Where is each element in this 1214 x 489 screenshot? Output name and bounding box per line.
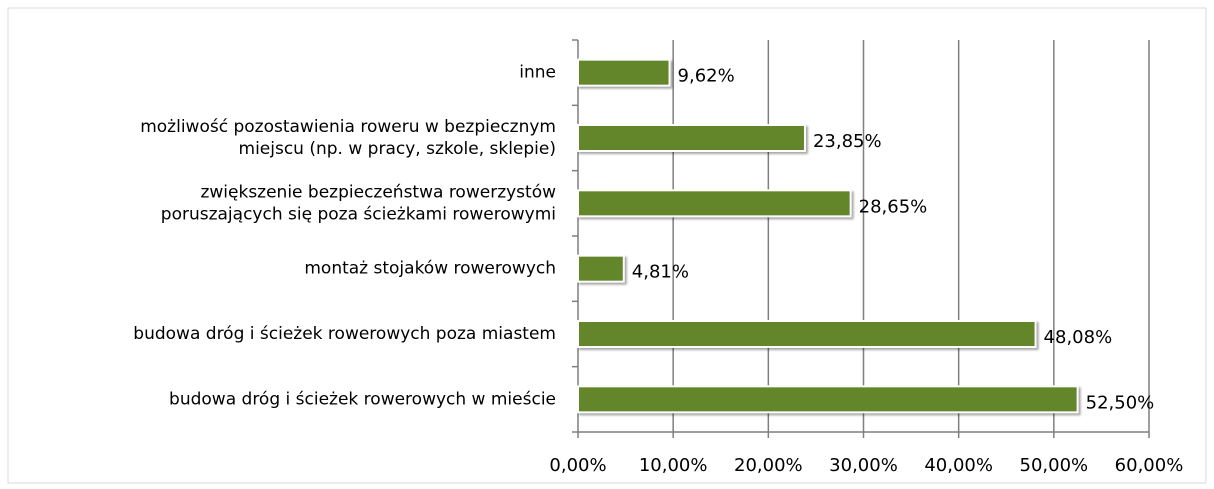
x-tick-label: 30,00% — [829, 455, 898, 476]
bar — [577, 254, 625, 283]
x-tick-label: 50,00% — [1020, 455, 1089, 476]
value-label: 23,85% — [813, 131, 882, 152]
x-tick-label: 10,00% — [639, 455, 708, 476]
value-label: 52,50% — [1086, 392, 1155, 413]
y-tick-label-line: inne — [519, 63, 556, 83]
y-tick-label: inne — [519, 63, 556, 83]
bar — [577, 320, 1037, 348]
y-tick-label-line: poruszających się poza ścieżkami rowerow… — [161, 204, 556, 224]
value-label: 48,08% — [1044, 327, 1113, 348]
chart-border — [7, 7, 1207, 484]
value-label: 28,65% — [859, 196, 928, 217]
y-tick-label: budowa dróg i ścieżek rowerowych poza mi… — [133, 324, 556, 344]
x-tick-label: 60,00% — [1115, 455, 1184, 476]
y-tick-label-line: budowa dróg i ścieżek rowerowych w mieśc… — [169, 389, 556, 409]
y-tick-label-line: możliwość pozostawienia roweru w bezpiec… — [140, 117, 556, 137]
y-tick-label-line: zwiększenie bezpieczeństwa rowerzystów — [200, 182, 556, 202]
y-tick-label: budowa dróg i ścieżek rowerowych w mieśc… — [169, 389, 556, 409]
y-tick-label-line: miejscu (np. w pracy, szkole, sklepie) — [239, 139, 556, 159]
bar — [577, 124, 806, 152]
y-tick-label-line: budowa dróg i ścieżek rowerowych poza mi… — [133, 324, 556, 344]
x-tick-label: 0,00% — [549, 455, 606, 476]
bar — [577, 58, 671, 87]
value-label: 4,81% — [632, 262, 689, 283]
value-label: 9,62% — [678, 66, 735, 87]
y-tick-label: zwiększenie bezpieczeństwa rowerzystów po… — [161, 182, 556, 224]
y-tick-label: możliwość pozostawienia roweru w bezpiec… — [140, 117, 556, 159]
bar — [577, 385, 1079, 414]
y-tick-label-line: montaż stojaków rowerowych — [304, 259, 556, 279]
y-tick-label: montaż stojaków rowerowych — [304, 259, 556, 279]
bar — [577, 189, 852, 218]
x-tick-label: 20,00% — [734, 455, 803, 476]
x-tick-label: 40,00% — [924, 455, 993, 476]
